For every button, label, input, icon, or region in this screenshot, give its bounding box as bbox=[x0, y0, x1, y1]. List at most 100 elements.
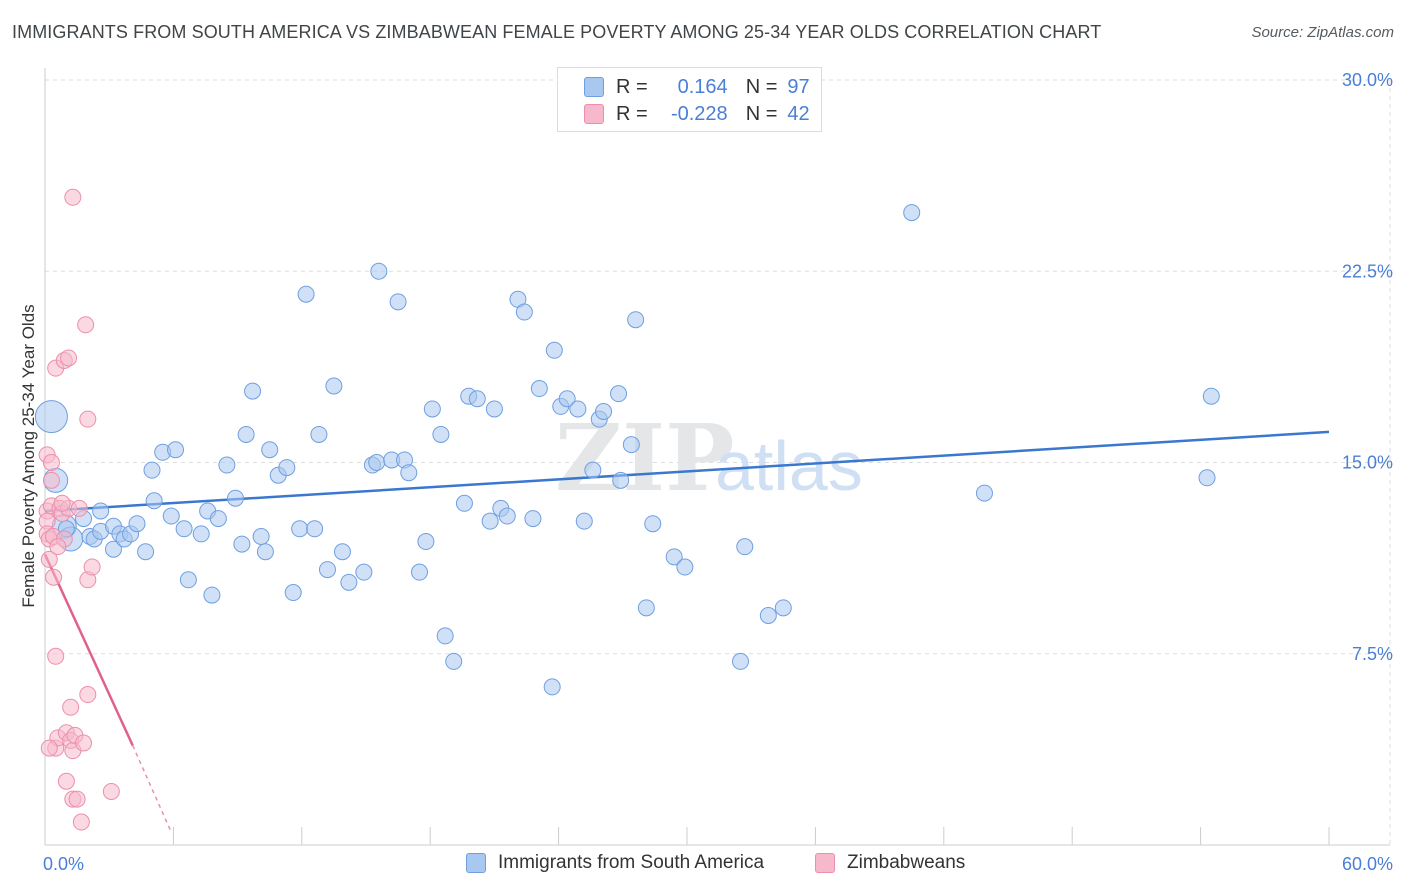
blue-point bbox=[481, 512, 499, 530]
blue-point bbox=[209, 510, 227, 528]
pink-point bbox=[64, 188, 82, 206]
blue-point bbox=[612, 471, 630, 489]
blue-point bbox=[575, 512, 593, 530]
pink-point bbox=[42, 471, 60, 489]
blue-point bbox=[233, 535, 251, 553]
blue-point bbox=[732, 652, 749, 670]
pink-point bbox=[79, 686, 97, 704]
blue-point bbox=[676, 558, 694, 576]
pink-point bbox=[72, 813, 90, 831]
bottom-legend-label-blue: Immigrants from South America bbox=[498, 852, 765, 873]
bottom-legend-label-pink: Zimbabweans bbox=[847, 852, 966, 873]
blue-point bbox=[355, 563, 373, 581]
bottom-legend-pink: Zimbabweans bbox=[815, 852, 965, 874]
blue-point bbox=[261, 441, 279, 459]
blue-point bbox=[284, 584, 302, 602]
blue-point bbox=[137, 543, 155, 561]
blue-point bbox=[1198, 469, 1216, 487]
blue-point bbox=[558, 390, 576, 408]
watermark: ZIPatlas bbox=[555, 404, 863, 512]
legend-swatch-blue bbox=[584, 77, 604, 97]
pink-point bbox=[40, 739, 58, 757]
legend-n-value-blue: 97 bbox=[787, 75, 810, 98]
blue-point bbox=[179, 571, 197, 589]
blue-point bbox=[423, 400, 441, 418]
pink-point bbox=[53, 494, 71, 512]
blue-point bbox=[218, 456, 236, 474]
blue-point bbox=[297, 285, 315, 303]
blue-point bbox=[411, 563, 428, 581]
blue-point bbox=[143, 461, 161, 479]
blue-point bbox=[291, 520, 309, 538]
blue-point bbox=[1202, 387, 1220, 405]
blue-point bbox=[175, 520, 193, 538]
pink-trend-line bbox=[43, 553, 134, 747]
legend-swatch-pink bbox=[584, 104, 604, 124]
blue-point bbox=[584, 461, 602, 479]
bottom-legend-swatch-blue bbox=[466, 853, 486, 873]
pink-point bbox=[102, 782, 120, 800]
bottom-legend-blue: Immigrants from South America bbox=[466, 852, 764, 874]
blue-point bbox=[665, 548, 683, 566]
blue-point bbox=[736, 538, 754, 556]
legend-r-label: R = bbox=[616, 75, 648, 98]
y-tick-label: 7.5% bbox=[1352, 644, 1393, 664]
blue-point bbox=[524, 510, 542, 528]
legend-n-value-pink: 42 bbox=[787, 102, 810, 125]
y-tick-label: 22.5% bbox=[1342, 261, 1393, 281]
x-tick-label: 60.0% bbox=[1342, 854, 1393, 874]
blue-point bbox=[644, 515, 662, 533]
blue-point bbox=[340, 573, 358, 591]
pink-point bbox=[75, 734, 93, 752]
blue-point bbox=[610, 385, 628, 403]
chart-title: IMMIGRANTS FROM SOUTH AMERICA VS ZIMBABW… bbox=[12, 22, 1102, 42]
blue-point bbox=[278, 459, 296, 477]
blue-point bbox=[622, 436, 640, 454]
blue-point bbox=[310, 425, 328, 443]
blue-point bbox=[34, 400, 68, 434]
legend-n-label: N = bbox=[745, 102, 778, 125]
blue-point bbox=[167, 441, 185, 459]
pink-point bbox=[40, 550, 58, 568]
blue-point bbox=[627, 311, 645, 329]
blue-point bbox=[252, 527, 270, 545]
blue-point bbox=[333, 543, 351, 561]
blue-point bbox=[128, 515, 146, 533]
pink-point bbox=[62, 698, 80, 716]
blue-point bbox=[498, 507, 516, 525]
pink-point bbox=[45, 568, 63, 586]
blue-point bbox=[417, 533, 435, 551]
blue-point bbox=[569, 400, 587, 418]
pink-point bbox=[77, 316, 95, 334]
blue-point bbox=[325, 377, 343, 395]
y-tick-label: 15.0% bbox=[1342, 453, 1393, 473]
pink-trend-dashed bbox=[132, 745, 172, 833]
pink-point bbox=[47, 647, 65, 665]
blue-point bbox=[306, 520, 324, 538]
blue-point bbox=[318, 561, 336, 579]
stats-legend: R = 0.164 N = 97 R = -0.228 N = 42 bbox=[557, 67, 822, 132]
x-tick-label: 0.0% bbox=[43, 854, 84, 874]
blue-point bbox=[226, 489, 244, 507]
pink-point bbox=[42, 454, 60, 471]
blue-point bbox=[774, 599, 792, 617]
blue-trend-line bbox=[44, 430, 1330, 513]
blue-point bbox=[543, 678, 561, 696]
blue-point bbox=[145, 492, 163, 510]
blue-point bbox=[595, 403, 613, 420]
legend-row-pink: R = -0.228 N = 42 bbox=[584, 102, 810, 126]
blue-point bbox=[903, 204, 921, 222]
blue-point bbox=[237, 425, 255, 443]
source-label: Source: ZipAtlas.com bbox=[1251, 24, 1394, 41]
blue-point bbox=[637, 599, 655, 617]
blue-point bbox=[759, 607, 777, 624]
blue-point bbox=[436, 627, 454, 645]
blue-point bbox=[104, 540, 122, 558]
pink-point bbox=[60, 349, 78, 367]
legend-r-value-blue: 0.164 bbox=[677, 75, 728, 98]
blue-point bbox=[244, 382, 262, 400]
blue-point bbox=[468, 390, 486, 408]
pink-point bbox=[49, 538, 67, 556]
y-axis-label: Female Poverty Among 25-34 Year Olds bbox=[19, 304, 38, 607]
pink-point bbox=[57, 772, 75, 790]
